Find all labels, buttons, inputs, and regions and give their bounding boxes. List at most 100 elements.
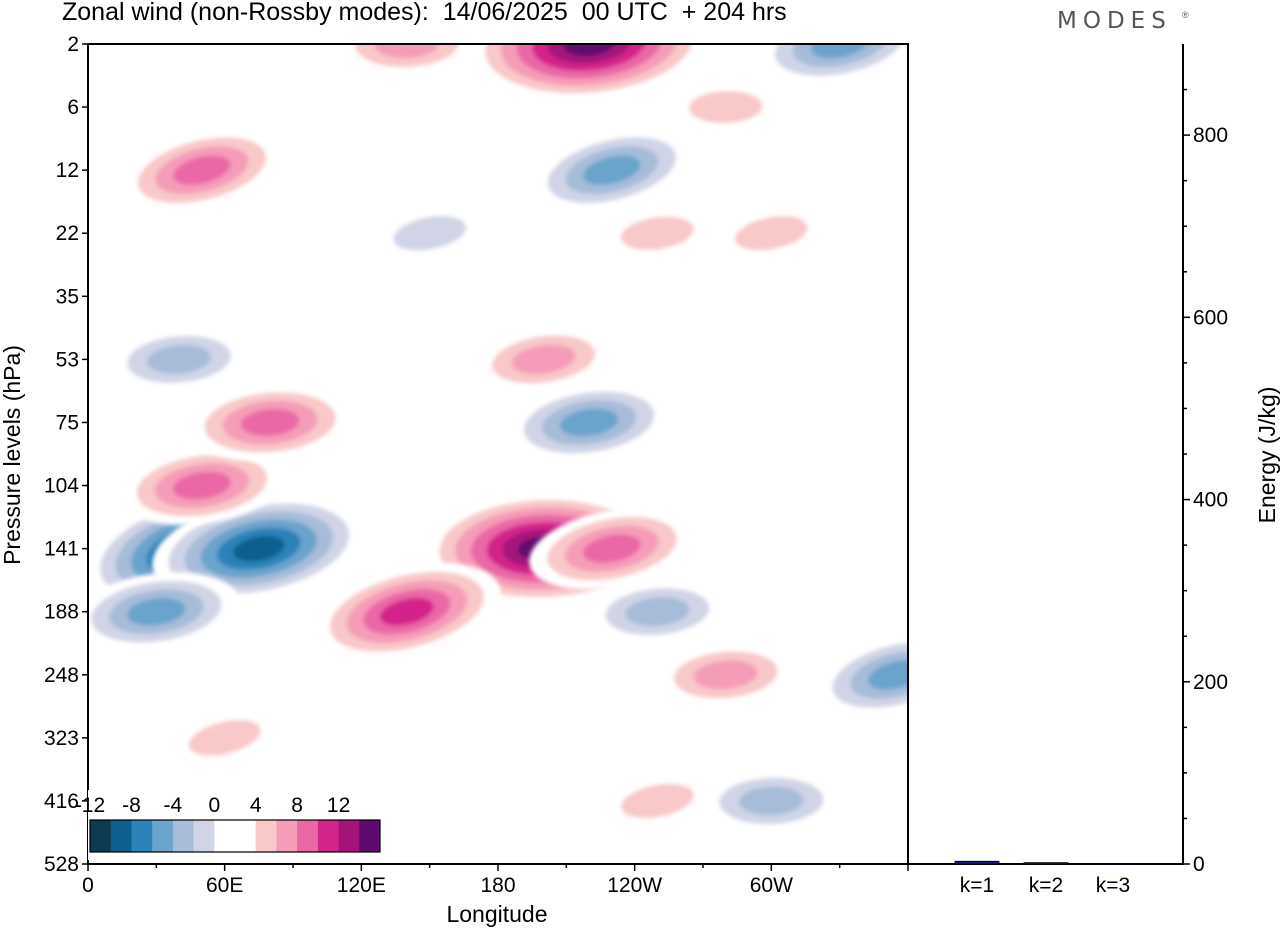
contour-band [621,783,694,819]
colorbar-cell [338,820,360,852]
contour-band [233,535,285,562]
y-tick-label: 35 [56,285,79,308]
wind-feature [585,579,730,645]
wind-feature [119,128,284,213]
contour-band [188,719,261,756]
colorbar-cell [297,820,319,852]
contour-band [127,598,186,626]
colorbar-cell [193,820,215,852]
energy-tick-label: 400 [1193,489,1228,512]
colorbar-cell [172,820,195,852]
contour-band [548,44,631,64]
contour-band [354,44,459,68]
contour-band [393,216,467,251]
contour-band [560,408,619,437]
contour-band [380,597,434,626]
contour-band [172,471,231,500]
y-tick-label: 104 [44,475,79,498]
registered-mark: ® [1182,10,1189,20]
contour-band [693,660,758,690]
wind-feature [505,383,673,462]
y-tick-label: 141 [44,538,79,561]
contour-band [374,44,439,59]
colorbar-label: -4 [164,794,183,817]
contour-band [868,660,908,690]
contour-band [583,155,641,185]
colorbar-cell [90,820,112,852]
contour-band [625,597,690,627]
wind-feature [118,446,286,525]
colorbar-cell [214,820,236,852]
colorbar-cell [276,820,298,852]
contour-band [734,216,808,251]
colorbar-cell [152,820,174,852]
colorbar-label: 8 [291,794,303,817]
heatmap-panel [87,43,909,865]
wind-feature [598,772,717,829]
energy-tick-label: 800 [1193,124,1228,147]
x-tick-label: 120E [337,874,386,897]
contour-band [511,344,576,375]
wind-feature [472,326,615,393]
wind-feature [529,128,694,213]
colorbar-label: 4 [250,794,262,817]
wind-feature [313,563,501,661]
wind-feature [88,572,240,652]
y-tick-label: 12 [56,159,79,182]
wind-feature [186,383,354,462]
bar-category-label: k=3 [1096,874,1130,897]
energy-tick-label: 200 [1193,671,1228,694]
y-tick-label: 22 [56,222,79,245]
wind-feature [653,642,798,708]
y-tick-label: 6 [67,96,79,119]
contour-band [688,91,763,124]
wind-feature [665,81,786,134]
x-tick-label: 0 [82,874,94,897]
colorbar-label: 12 [327,794,350,817]
y-tick-label: 416 [44,790,79,813]
colorbar-cell [255,820,277,852]
wind-field [88,44,908,834]
wind-feature [370,205,489,262]
y-tick-label: 188 [44,601,79,624]
contour-band [563,44,615,56]
y-tick-label: 528 [44,853,79,876]
contour-band [173,155,231,185]
energy-axis-title: Energy (J/kg) [1254,387,1280,524]
y-tick-label: 323 [44,727,79,750]
y-tick-label: 75 [56,411,79,434]
contour-band [147,344,212,374]
colorbar-label: -8 [122,794,141,817]
wind-feature [107,326,251,392]
x-axis-longitude: 0 60E 120E 180 120W 60W [82,864,909,897]
wind-feature [712,205,831,262]
x-tick-label: 120W [607,874,662,897]
colorbar-label: 0 [208,794,220,817]
colorbar-cell [235,820,257,852]
wind-feature [814,632,908,717]
wind-feature [166,708,284,767]
y-axis-pressure: 2 6 12 22 35 53 75 104 141 188 248 323 416 528 [44,33,88,876]
chart-title: Zonal wind (non-Rossby modes): 14/06/202… [62,0,787,26]
contour-band [620,216,695,250]
contour-band [583,534,641,563]
bar-category-label: k=1 [960,874,994,897]
y-tick-label: 53 [56,348,79,371]
energy-bar [1023,862,1069,865]
x-tick-label: 60W [750,874,793,897]
colorbar-label: -12 [75,794,105,817]
colorbar-cell [359,820,381,852]
colorbar-frame [89,819,381,853]
wind-feature [529,508,695,590]
y-axis-title: Pressure levels (hPa) [0,345,25,565]
contour-band [792,44,887,67]
energy-tick-label: 0 [1193,853,1205,876]
colorbar-cell [317,820,340,852]
x-tick-label: 60E [206,874,243,897]
wind-feature [699,768,844,834]
modes-logo: MODES [1057,8,1172,34]
energy-tick-label: 600 [1193,306,1228,329]
energy-panel: k=1 k=2 k=3 0 200 400 600 800 [908,44,1228,897]
x-tick-label: 180 [480,874,515,897]
